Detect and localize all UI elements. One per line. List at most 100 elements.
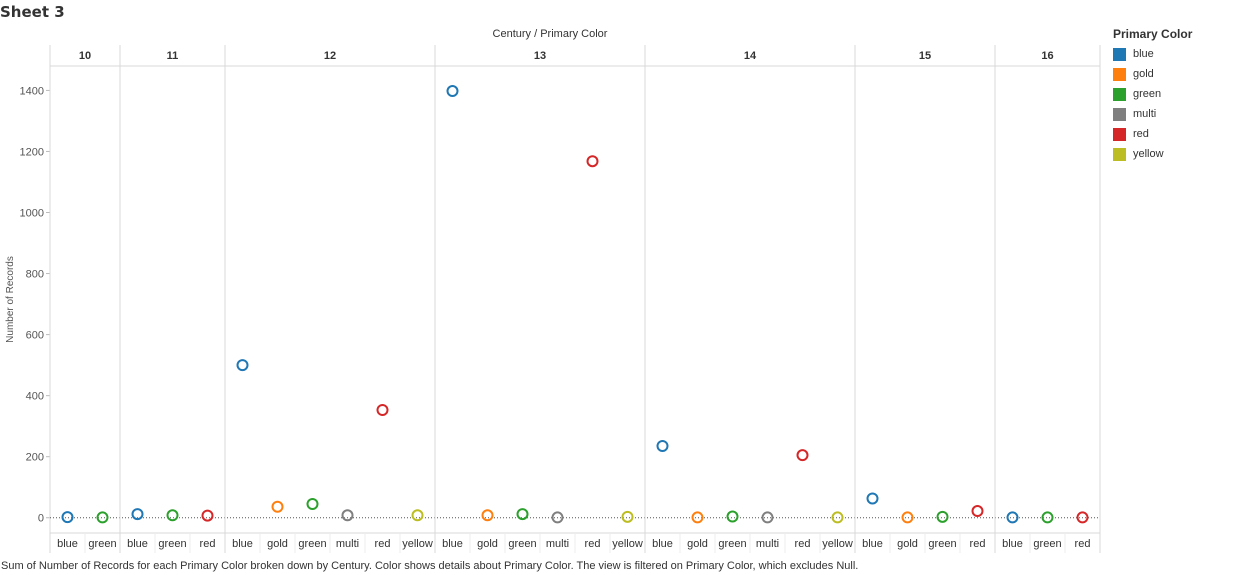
point-15-gold[interactable] (901, 511, 914, 524)
category-label: blue (442, 538, 463, 550)
point-10-green[interactable] (96, 511, 109, 524)
category-label: multi (756, 538, 779, 550)
y-tick-label: 600 (26, 330, 44, 342)
y-axis-title: Number of Records (5, 256, 16, 343)
category-label: green (298, 538, 326, 550)
y-tick-label: 1400 (20, 85, 44, 97)
legend-swatch-red (1113, 127, 1126, 141)
legend-swatch-multi (1113, 107, 1126, 121)
point-14-blue[interactable] (656, 440, 669, 453)
y-tick-label: 200 (26, 452, 44, 464)
legend-swatch-green (1113, 87, 1126, 101)
category-label: blue (1002, 538, 1023, 550)
point-12-multi[interactable] (341, 509, 354, 522)
category-label: blue (232, 538, 253, 550)
category-label: gold (897, 538, 918, 550)
point-15-blue[interactable] (866, 492, 879, 505)
point-12-yellow[interactable] (411, 509, 424, 522)
sheet-title: Sheet 3 (0, 3, 65, 21)
point-14-gold[interactable] (691, 511, 704, 524)
point-13-yellow[interactable] (621, 510, 634, 523)
category-label: multi (546, 538, 569, 550)
category-label: red (1075, 538, 1091, 550)
category-label: green (88, 538, 116, 550)
category-label: red (375, 538, 391, 550)
category-label: gold (477, 538, 498, 550)
point-12-gold[interactable] (271, 500, 284, 513)
category-label: yellow (822, 538, 853, 550)
point-13-gold[interactable] (481, 509, 494, 522)
column-header: Century / Primary Color (492, 28, 608, 40)
category-label: green (928, 538, 956, 550)
point-15-red[interactable] (971, 505, 984, 518)
category-label: green (1033, 538, 1061, 550)
point-14-yellow[interactable] (831, 511, 844, 524)
point-12-red[interactable] (376, 403, 389, 416)
point-16-blue[interactable] (1006, 511, 1019, 524)
century-header: 10 (79, 50, 91, 62)
color-legend: Primary Color blue gold green multi red yello… (1113, 27, 1192, 164)
category-label: green (718, 538, 746, 550)
legend-item-yellow[interactable]: yellow (1113, 144, 1192, 164)
category-label: green (158, 538, 186, 550)
legend-label: gold (1133, 68, 1154, 80)
category-label: multi (336, 538, 359, 550)
legend-swatch-gold (1113, 67, 1126, 81)
legend-swatch-blue (1113, 47, 1126, 61)
century-header: 12 (324, 50, 336, 62)
y-tick-label: 1000 (20, 208, 44, 220)
category-label: red (795, 538, 811, 550)
point-14-multi[interactable] (761, 511, 774, 524)
category-label: green (508, 538, 536, 550)
legend-label: yellow (1133, 148, 1164, 160)
legend-item-multi[interactable]: multi (1113, 104, 1192, 124)
point-16-red[interactable] (1076, 511, 1089, 524)
legend-item-blue[interactable]: blue (1113, 44, 1192, 64)
category-label: blue (57, 538, 78, 550)
point-15-green[interactable] (936, 510, 949, 523)
legend-items: blue gold green multi red yellow (1113, 44, 1192, 164)
century-header: 14 (744, 50, 757, 62)
point-11-blue[interactable] (131, 508, 144, 521)
category-label: gold (267, 538, 288, 550)
legend-label: multi (1133, 108, 1157, 120)
century-header: 15 (919, 50, 931, 62)
point-10-blue[interactable] (61, 511, 74, 524)
point-12-blue[interactable] (236, 359, 249, 372)
y-tick-label: 1200 (20, 146, 44, 158)
legend-label: green (1133, 88, 1162, 100)
legend-swatch-yellow (1113, 147, 1126, 161)
category-label: blue (652, 538, 673, 550)
century-header: 13 (534, 50, 546, 62)
category-label: blue (862, 538, 883, 550)
point-13-red[interactable] (586, 155, 599, 168)
chart-caption: Sum of Number of Records for each Primar… (1, 560, 859, 572)
category-label: red (585, 538, 601, 550)
category-label: red (970, 538, 986, 550)
point-14-green[interactable] (726, 510, 739, 523)
point-13-green[interactable] (516, 508, 529, 521)
point-13-blue[interactable] (446, 85, 459, 98)
legend-label: blue (1133, 48, 1154, 60)
legend-item-red[interactable]: red (1113, 124, 1192, 144)
point-12-green[interactable] (306, 498, 319, 511)
y-tick-label: 400 (26, 391, 44, 403)
scatter-chart: Number of Records 0 200 400 600 800 1000 1200 14… (5, 45, 1101, 553)
legend-title: Primary Color (1113, 27, 1193, 41)
category-label: yellow (612, 538, 643, 550)
point-16-green[interactable] (1041, 511, 1054, 524)
y-tick-label: 0 (38, 513, 44, 525)
category-label: yellow (402, 538, 433, 550)
y-tick-label: 800 (26, 269, 44, 281)
legend-item-green[interactable]: green (1113, 84, 1192, 104)
legend-item-gold[interactable]: gold (1113, 64, 1192, 84)
point-13-multi[interactable] (551, 511, 564, 524)
point-11-green[interactable] (166, 509, 179, 522)
category-label: red (200, 538, 216, 550)
century-header: 11 (167, 50, 179, 62)
century-header: 16 (1041, 50, 1053, 62)
point-11-red[interactable] (201, 509, 214, 522)
category-label: gold (687, 538, 708, 550)
point-14-red[interactable] (796, 449, 809, 462)
category-label: blue (127, 538, 148, 550)
